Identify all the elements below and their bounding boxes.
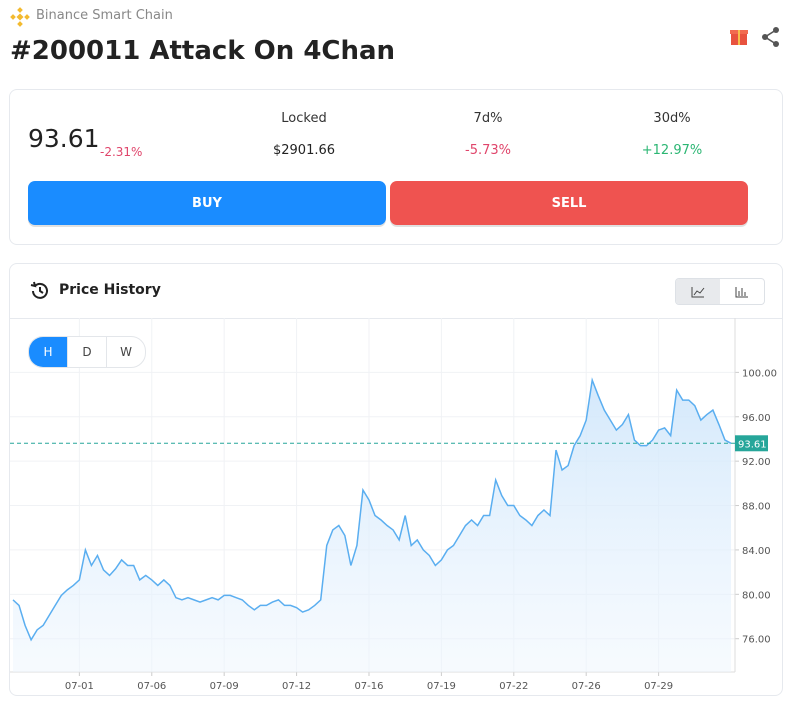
x-tick-label: 07-19: [427, 681, 456, 692]
locked-value: $2901.66: [272, 143, 336, 158]
y-tick-label: 100.00: [742, 368, 777, 379]
y-tick-label: 96.00: [742, 413, 771, 424]
share-icon[interactable]: [760, 26, 782, 48]
sell-button[interactable]: SELL: [390, 181, 748, 225]
y-tick-label: 92.00: [742, 457, 771, 468]
page-title: #200011 Attack On 4Chan: [10, 36, 396, 66]
d7-label: 7d%: [473, 111, 503, 126]
x-tick-label: 07-09: [210, 681, 239, 692]
last-price-label: 93.61: [738, 439, 767, 450]
y-tick-label: 76.00: [742, 635, 771, 646]
interval-button[interactable]: H: [29, 337, 67, 367]
x-tick-label: 07-01: [65, 681, 94, 692]
network-icon: [10, 7, 30, 27]
history-icon: [30, 281, 48, 299]
chart-type-toggle: [675, 278, 765, 305]
d30-label: 30d%: [653, 111, 691, 126]
y-tick-label: 84.00: [742, 546, 771, 557]
y-tick-label: 80.00: [742, 590, 771, 601]
stats-card: 93.61 -2.31% Locked $2901.66 7d% -5.73% …: [9, 89, 783, 245]
price-change: -2.31%: [100, 145, 143, 159]
d7-value: -5.73%: [465, 143, 511, 158]
x-tick-label: 07-12: [282, 681, 311, 692]
x-tick-label: 07-26: [572, 681, 601, 692]
line-icon: [691, 286, 705, 297]
interval-button[interactable]: W: [106, 337, 145, 367]
gift-icon[interactable]: [729, 26, 749, 46]
x-tick-label: 07-29: [644, 681, 673, 692]
interval-button[interactable]: D: [67, 337, 106, 367]
bar-chart-button[interactable]: [720, 279, 764, 304]
divider: [10, 318, 782, 319]
network-name: Binance Smart Chain: [36, 8, 173, 23]
last-price-box: [735, 435, 768, 452]
buy-button[interactable]: BUY: [28, 181, 386, 225]
line-chart-button[interactable]: [676, 279, 720, 304]
x-tick-label: 07-22: [499, 681, 528, 692]
locked-label: Locked: [281, 111, 327, 126]
price: 93.61: [28, 124, 100, 153]
panel-title: Price History: [59, 282, 161, 298]
y-tick-label: 88.00: [742, 502, 771, 513]
x-tick-label: 07-06: [137, 681, 166, 692]
d30-value: +12.97%: [641, 143, 703, 158]
price-line: [12, 377, 732, 642]
bar-icon: [735, 286, 748, 297]
price-area: [13, 380, 731, 672]
x-tick-label: 07-16: [354, 681, 383, 692]
